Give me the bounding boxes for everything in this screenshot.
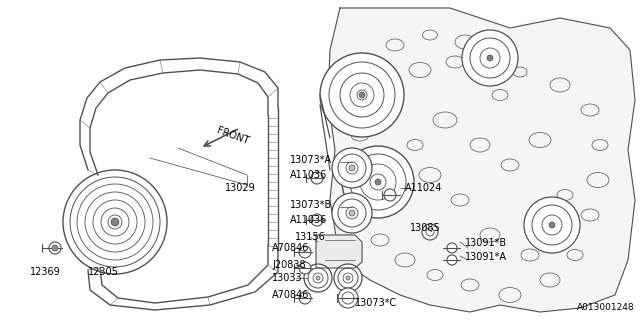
Polygon shape bbox=[328, 8, 635, 312]
Text: A11036: A11036 bbox=[290, 215, 327, 225]
Text: A013001248: A013001248 bbox=[577, 303, 635, 312]
Text: 13029: 13029 bbox=[225, 183, 256, 193]
Circle shape bbox=[93, 200, 137, 244]
Circle shape bbox=[299, 292, 311, 304]
Circle shape bbox=[375, 179, 381, 185]
Text: 13091*B: 13091*B bbox=[465, 238, 507, 248]
Circle shape bbox=[340, 73, 384, 117]
Text: A70846: A70846 bbox=[272, 243, 309, 253]
Circle shape bbox=[346, 276, 350, 280]
Circle shape bbox=[49, 242, 61, 254]
Circle shape bbox=[447, 243, 457, 253]
Circle shape bbox=[384, 189, 396, 201]
Circle shape bbox=[338, 268, 358, 288]
Circle shape bbox=[63, 170, 167, 274]
Circle shape bbox=[332, 193, 372, 233]
Circle shape bbox=[422, 224, 438, 240]
Circle shape bbox=[85, 192, 145, 252]
Circle shape bbox=[308, 268, 328, 288]
Circle shape bbox=[342, 292, 354, 304]
Circle shape bbox=[349, 165, 355, 171]
Text: A11024: A11024 bbox=[405, 183, 442, 193]
Circle shape bbox=[346, 207, 358, 219]
Circle shape bbox=[346, 162, 358, 174]
Circle shape bbox=[359, 92, 365, 98]
Circle shape bbox=[542, 215, 562, 235]
Circle shape bbox=[111, 218, 119, 226]
Text: 13085: 13085 bbox=[410, 223, 441, 233]
Circle shape bbox=[108, 215, 122, 229]
Text: 13156: 13156 bbox=[295, 232, 326, 242]
Circle shape bbox=[524, 197, 580, 253]
Circle shape bbox=[70, 177, 160, 267]
Circle shape bbox=[101, 208, 129, 236]
Circle shape bbox=[77, 184, 153, 260]
Circle shape bbox=[342, 146, 414, 218]
Text: J20838: J20838 bbox=[272, 260, 306, 270]
Circle shape bbox=[462, 30, 518, 86]
Text: 13073*A: 13073*A bbox=[290, 155, 332, 165]
Circle shape bbox=[299, 246, 311, 258]
Circle shape bbox=[370, 174, 386, 190]
Polygon shape bbox=[316, 235, 362, 268]
Circle shape bbox=[350, 154, 406, 210]
Circle shape bbox=[549, 222, 555, 228]
Circle shape bbox=[338, 154, 366, 182]
Text: 12369: 12369 bbox=[30, 267, 61, 277]
Text: FRONT: FRONT bbox=[215, 126, 250, 147]
Circle shape bbox=[334, 264, 362, 292]
Circle shape bbox=[311, 172, 323, 184]
Circle shape bbox=[320, 53, 404, 137]
Circle shape bbox=[480, 48, 500, 68]
Circle shape bbox=[304, 264, 332, 292]
Text: A11036: A11036 bbox=[290, 170, 327, 180]
Circle shape bbox=[470, 38, 510, 78]
Circle shape bbox=[360, 164, 396, 200]
Circle shape bbox=[329, 62, 395, 128]
Circle shape bbox=[338, 288, 358, 308]
Text: 12305: 12305 bbox=[88, 267, 119, 277]
Circle shape bbox=[332, 148, 372, 188]
Circle shape bbox=[532, 205, 572, 245]
Circle shape bbox=[487, 55, 493, 61]
Circle shape bbox=[350, 83, 374, 107]
Circle shape bbox=[313, 273, 323, 283]
Text: 13073*C: 13073*C bbox=[355, 298, 397, 308]
Text: 13033: 13033 bbox=[272, 273, 303, 283]
Text: 13091*A: 13091*A bbox=[465, 252, 507, 262]
Circle shape bbox=[299, 262, 311, 274]
Circle shape bbox=[426, 228, 434, 236]
Text: A70846: A70846 bbox=[272, 290, 309, 300]
Circle shape bbox=[316, 276, 320, 280]
Circle shape bbox=[357, 90, 367, 100]
Circle shape bbox=[52, 245, 58, 251]
Circle shape bbox=[311, 214, 323, 226]
Text: 13073*B: 13073*B bbox=[290, 200, 332, 210]
Circle shape bbox=[447, 255, 457, 265]
Circle shape bbox=[343, 273, 353, 283]
Circle shape bbox=[338, 199, 366, 227]
Circle shape bbox=[349, 210, 355, 216]
